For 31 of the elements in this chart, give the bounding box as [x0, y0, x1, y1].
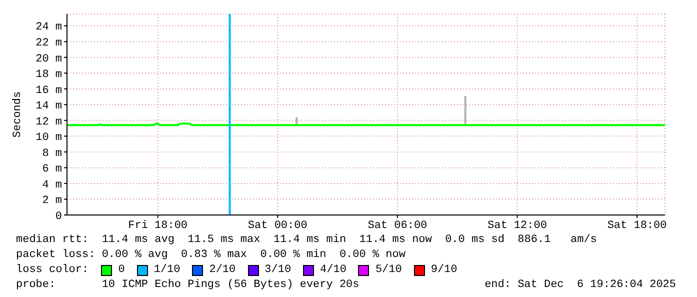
text: packet loss: 0.00 % avg 0.83 % max 0.00 % min 0.00 % now: [16, 248, 406, 263]
y-tick-label: 0: [55, 210, 62, 223]
y-axis-title: Seconds: [12, 91, 24, 138]
y-tick-label: 4 m: [42, 179, 62, 192]
legend-label: 2/10: [209, 263, 236, 278]
y-tick-label: 8 m: [42, 148, 62, 160]
x-tick-label: Sat 06:00: [368, 220, 428, 232]
legend-label: 0: [118, 263, 125, 278]
x-tick-label: Fri 18:00: [128, 220, 188, 232]
x-tick-label: Sat 00:00: [248, 220, 308, 232]
legend-label: 3/10: [264, 263, 292, 278]
text: end: Sat Dec 6 19:26:04 2025: [484, 278, 676, 293]
x-tick-label: Sat 12:00: [488, 220, 547, 232]
legend-label: 5/10: [375, 263, 402, 278]
y-tick-label: 22 m: [36, 37, 62, 50]
y-tick-label: 16 m: [36, 84, 62, 97]
y-tick-label: 10 m: [36, 132, 62, 144]
y-tick-label: 20 m: [36, 53, 62, 66]
y-tick-label: 14 m: [36, 100, 62, 113]
x-tick-label: Sat 18:00: [607, 220, 667, 232]
y-tick-label: 6 m: [42, 164, 62, 176]
text: median rtt: 11.4 ms avg 11.5 ms max 11.4 ms min 11.4 ms now 0.0 ms sd 886.1 am/s: [16, 233, 598, 248]
text: probe: 10 ICMP Echo Pings (56 Bytes) every 20s: [16, 278, 360, 293]
y-tick-label: 2 m: [42, 195, 62, 208]
legend-label: 9/10: [430, 263, 458, 278]
y-tick-label: 18 m: [36, 69, 62, 82]
legend-label: 1/10: [154, 263, 180, 278]
y-tick-label: 12 m: [36, 116, 62, 128]
legend-title: loss color:: [16, 263, 90, 278]
y-tick-label: 24 m: [36, 22, 62, 34]
legend-label: 4/10: [320, 263, 346, 278]
